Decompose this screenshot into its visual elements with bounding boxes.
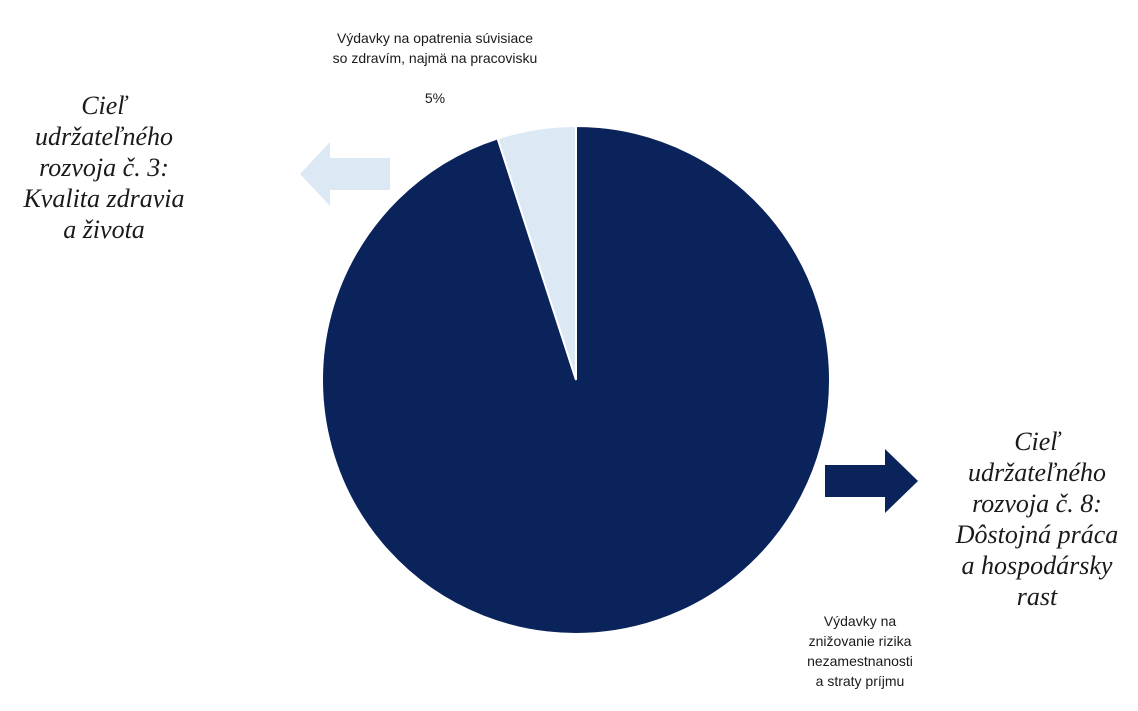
pie-slices bbox=[321, 124, 831, 635]
slice-label-health: Výdavky na opatrenia súvisiace so zdraví… bbox=[260, 8, 610, 128]
slice-label-health-text: Výdavky na opatrenia súvisiace so zdraví… bbox=[332, 30, 538, 66]
slice-data-label-health: 5% bbox=[424, 90, 446, 106]
slice-label-unemployment: Výdavky na znižovanie rizika nezamestnan… bbox=[765, 591, 955, 711]
pie-chart-canvas bbox=[300, 124, 918, 635]
slice-label-unemployment-text: Výdavky na znižovanie rizika nezamestnan… bbox=[807, 613, 913, 689]
pie-chart: Výdavky na opatrenia súvisiace so zdraví… bbox=[23, 8, 1119, 689]
goal-left-annotation: Cieľ udržateľného rozvoja č. 3: Kvalita … bbox=[23, 91, 185, 244]
arrow-left-icon bbox=[300, 142, 390, 206]
arrow-right-icon bbox=[825, 449, 918, 513]
goal-right-annotation: Cieľ udržateľného rozvoja č. 8: Dôstojná… bbox=[955, 427, 1119, 611]
pie-slice-unemployment bbox=[321, 124, 831, 635]
